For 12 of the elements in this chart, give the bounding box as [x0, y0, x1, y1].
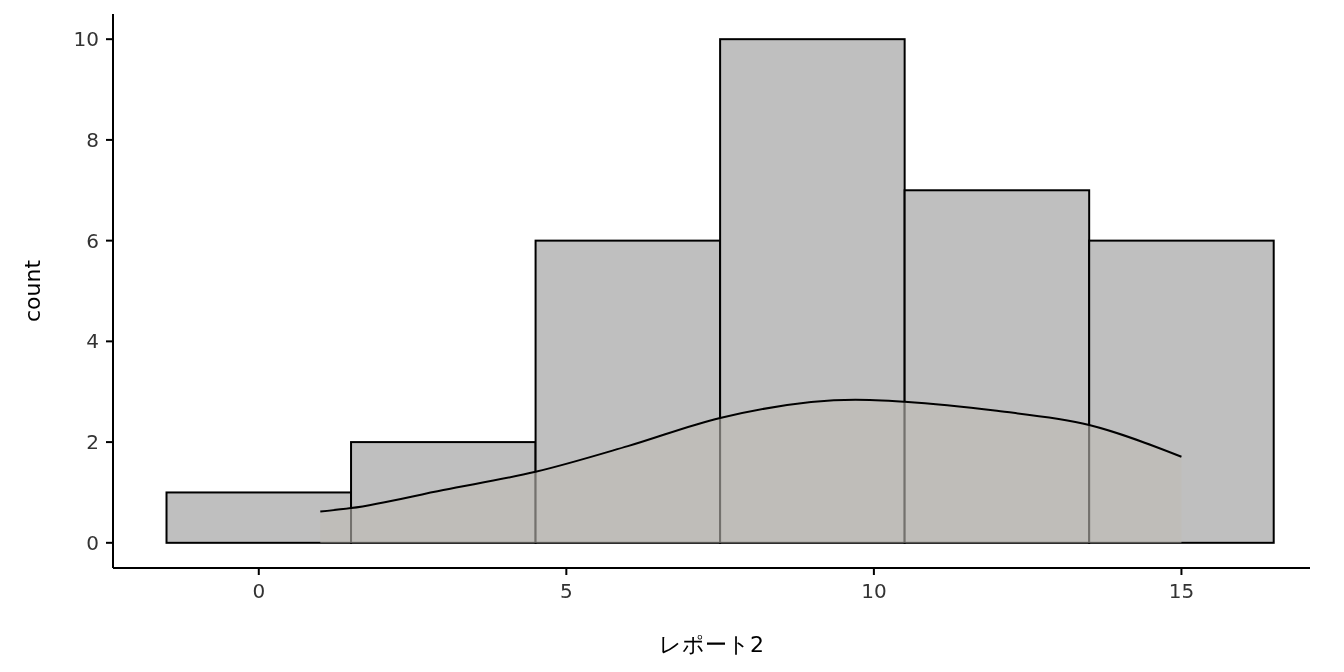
y-tick-label: 6 [86, 228, 99, 253]
y-tick-label: 10 [73, 27, 99, 52]
x-tick-label: 0 [252, 579, 266, 603]
x-tick-label: 5 [559, 579, 573, 603]
y-tick-label: 4 [86, 329, 99, 354]
x-axis-title: レポート2 [659, 632, 764, 657]
y-tick-label: 8 [86, 127, 99, 152]
y-axis-title: count [20, 259, 45, 323]
y-tick-label: 2 [86, 430, 99, 455]
x-tick-label: 15 [1168, 579, 1195, 603]
x-tick-label: 10 [861, 579, 887, 603]
y-tick-label: 0 [86, 530, 99, 555]
